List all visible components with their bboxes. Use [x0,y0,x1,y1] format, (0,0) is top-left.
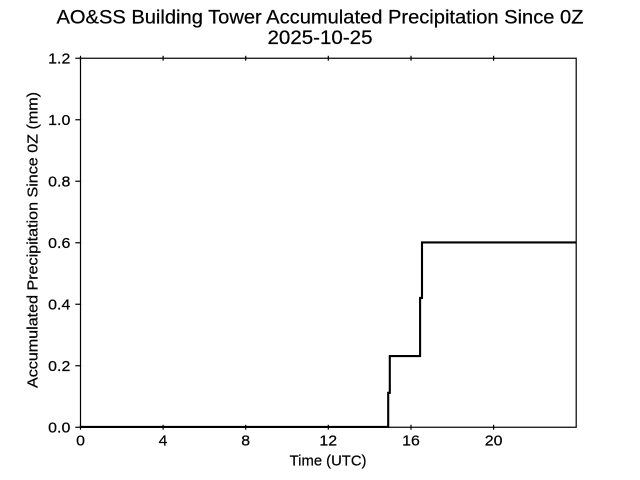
svg-text:2025-10-25: 2025-10-25 [268,28,373,49]
svg-text:0.4: 0.4 [48,297,70,313]
svg-text:0.0: 0.0 [48,420,70,436]
svg-text:0.6: 0.6 [48,236,70,252]
svg-text:0.8: 0.8 [48,174,70,190]
svg-text:1.2: 1.2 [48,51,70,67]
svg-text:12: 12 [319,433,337,449]
svg-text:0.2: 0.2 [48,359,70,375]
svg-text:AO&SS Building Tower Accumulat: AO&SS Building Tower Accumulated Precipi… [57,7,584,28]
svg-text:1.0: 1.0 [48,113,70,129]
svg-text:Accumulated Precipitation Sinc: Accumulated Precipitation Since 0Z (mm) [25,92,41,388]
svg-text:0: 0 [76,433,85,449]
svg-text:16: 16 [402,433,420,449]
svg-text:20: 20 [485,433,503,449]
svg-text:4: 4 [159,433,168,449]
svg-text:Time (UTC): Time (UTC) [290,454,367,470]
svg-text:8: 8 [241,433,250,449]
